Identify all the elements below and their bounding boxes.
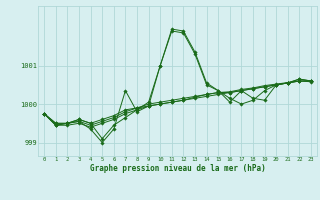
X-axis label: Graphe pression niveau de la mer (hPa): Graphe pression niveau de la mer (hPa) [90, 164, 266, 173]
